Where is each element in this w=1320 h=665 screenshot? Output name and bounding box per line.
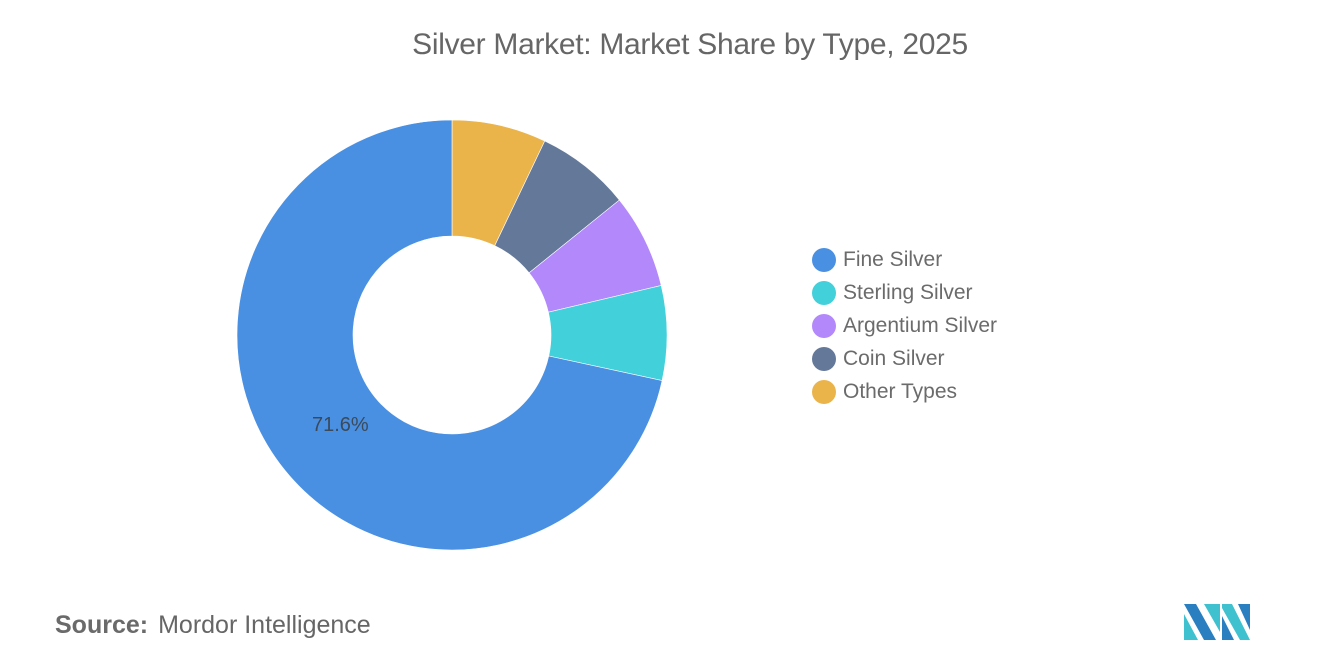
legend-dot-icon bbox=[812, 248, 836, 273]
legend-item-other-types[interactable]: Other Types bbox=[812, 375, 997, 408]
source-key: Source: bbox=[55, 611, 149, 639]
legend-label: Fine Silver bbox=[843, 248, 943, 272]
legend-label: Argentium Silver bbox=[843, 313, 998, 337]
legend-dot-icon bbox=[812, 313, 836, 338]
legend-item-argentium-silver[interactable]: Argentium Silver bbox=[812, 310, 997, 343]
source-value: Mordor Intelligence bbox=[158, 611, 371, 639]
donut-slice-fine-silver[interactable] bbox=[236, 119, 663, 551]
legend-item-fine-silver[interactable]: Fine Silver bbox=[812, 244, 997, 277]
chart-legend: Fine Silver Sterling Silver Argentium Si… bbox=[812, 244, 997, 408]
mordor-intelligence-logo-icon bbox=[1184, 604, 1250, 640]
legend-item-sterling-silver[interactable]: Sterling Silver bbox=[812, 277, 997, 310]
legend-item-coin-silver[interactable]: Coin Silver bbox=[812, 342, 997, 375]
legend-label: Sterling Silver bbox=[843, 281, 973, 305]
fine-silver-data-label: 71.6% bbox=[312, 414, 369, 436]
legend-dot-icon bbox=[812, 379, 836, 404]
source-attribution: Source: Mordor Intelligence bbox=[55, 611, 371, 640]
chart-title: Silver Market: Market Share by Type, 202… bbox=[412, 28, 968, 61]
legend-dot-icon bbox=[812, 346, 836, 371]
legend-label: Coin Silver bbox=[843, 346, 945, 370]
legend-dot-icon bbox=[812, 281, 836, 306]
legend-label: Other Types bbox=[843, 379, 958, 403]
